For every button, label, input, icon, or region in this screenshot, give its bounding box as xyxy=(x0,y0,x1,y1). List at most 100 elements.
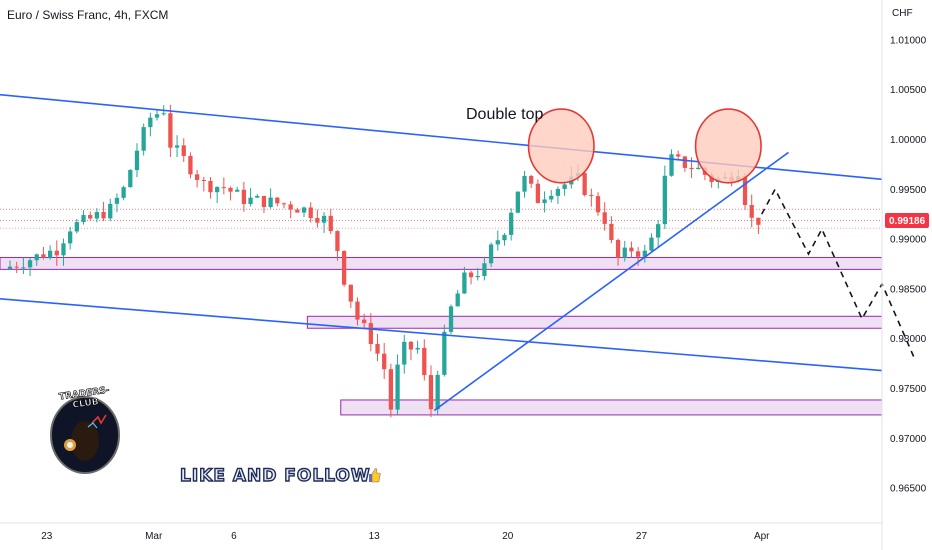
traders-club-logo: TRADERS-CLUB xyxy=(48,383,122,477)
candle-body xyxy=(676,154,681,157)
like-and-follow-text: LIKE AND FOLLOW xyxy=(179,465,371,486)
y-tick-label: 0.97500 xyxy=(890,384,927,395)
candle-body xyxy=(74,222,79,232)
candle-body xyxy=(54,250,59,256)
candle-body xyxy=(321,215,327,223)
candle xyxy=(509,208,514,241)
candle-body xyxy=(355,301,360,320)
candle-body xyxy=(662,175,667,225)
resistance-zone xyxy=(0,257,883,270)
candle xyxy=(235,186,240,192)
candle xyxy=(88,211,93,221)
candle-body xyxy=(335,231,340,252)
candle xyxy=(281,202,287,209)
candle xyxy=(201,177,206,192)
candle xyxy=(749,194,754,228)
candle-body xyxy=(7,266,13,269)
candle xyxy=(368,313,373,352)
candle xyxy=(308,202,313,223)
candle-body xyxy=(114,197,120,204)
candle-body xyxy=(402,341,407,365)
candle-body xyxy=(208,180,213,193)
candle-body xyxy=(281,203,287,205)
y-tick-label: 1.00000 xyxy=(890,135,927,146)
candle-body xyxy=(609,223,614,241)
current-price-value: 0.99186 xyxy=(889,216,926,227)
candle-body xyxy=(475,276,480,278)
candle xyxy=(341,250,347,287)
candle-body xyxy=(228,187,233,192)
first-top xyxy=(527,108,595,184)
candle-body xyxy=(154,114,160,118)
x-tick-label: 6 xyxy=(231,531,237,542)
candle-body xyxy=(174,145,180,148)
candle-body xyxy=(375,344,380,354)
candle xyxy=(448,304,454,335)
candle xyxy=(629,241,634,258)
candle-body xyxy=(428,375,434,410)
candle-body xyxy=(168,113,173,148)
candle-body xyxy=(34,254,39,261)
candle-body xyxy=(529,175,534,184)
candle xyxy=(7,260,13,271)
candle-body xyxy=(215,187,220,193)
candle xyxy=(682,155,688,172)
candle-body xyxy=(515,191,520,213)
candle-body xyxy=(422,347,427,376)
candle xyxy=(54,240,59,266)
candle xyxy=(742,172,748,210)
candle-body xyxy=(194,174,200,180)
candle xyxy=(275,197,280,207)
candle-body xyxy=(649,237,654,251)
candle-body xyxy=(328,215,333,232)
y-tick-label: 0.99500 xyxy=(890,185,927,196)
candle xyxy=(468,270,474,285)
candle xyxy=(268,188,273,209)
candle xyxy=(522,170,527,198)
candle-body xyxy=(388,369,394,410)
y-tick-label: 0.98500 xyxy=(890,284,927,295)
candle-body xyxy=(368,323,373,345)
candle xyxy=(208,177,213,199)
candle xyxy=(402,334,407,374)
lower-channel xyxy=(0,298,883,372)
candle xyxy=(649,233,654,252)
candle-body xyxy=(121,187,126,198)
candle-body xyxy=(108,203,113,219)
candle-body xyxy=(261,195,267,208)
candle-body xyxy=(749,204,754,218)
candle xyxy=(535,179,541,204)
candle xyxy=(188,152,193,179)
candle xyxy=(495,230,500,251)
candle xyxy=(622,240,627,262)
candle-body xyxy=(582,173,587,196)
candle xyxy=(595,192,601,216)
candle xyxy=(335,230,340,261)
candle-body xyxy=(562,184,567,189)
candle xyxy=(382,343,387,379)
candle-body xyxy=(595,196,601,213)
candle xyxy=(301,206,307,218)
candle xyxy=(21,257,26,275)
logo-emblem-icon xyxy=(50,396,120,474)
candle xyxy=(134,143,140,178)
currency-label: CHF xyxy=(892,8,913,19)
candle-body xyxy=(408,341,414,350)
candle xyxy=(121,185,126,201)
candle-body xyxy=(81,215,86,223)
candle-body xyxy=(522,175,527,192)
candle-body xyxy=(549,195,554,200)
candle xyxy=(74,219,79,234)
x-tick-label: Apr xyxy=(754,531,770,542)
candle xyxy=(174,135,180,158)
candle xyxy=(475,267,480,281)
candle-body xyxy=(669,154,674,176)
candle xyxy=(609,216,614,244)
double-top-annotation: Double top xyxy=(466,106,543,123)
candle xyxy=(94,208,100,223)
candle-body xyxy=(68,231,73,244)
candle-body xyxy=(756,217,761,225)
candle-body xyxy=(348,284,353,302)
candle xyxy=(375,334,380,362)
